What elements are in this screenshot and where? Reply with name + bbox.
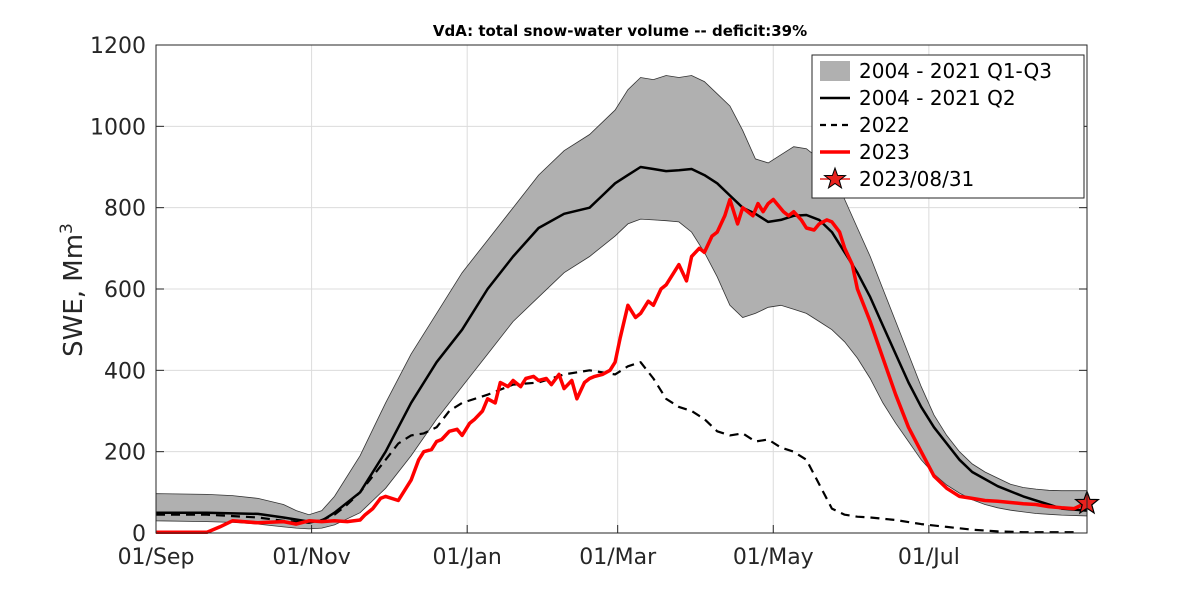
legend-box <box>811 54 1085 199</box>
x-tick-label: 01/Sep <box>118 545 195 570</box>
legend-swatch-band <box>820 61 850 81</box>
y-axis-label-superscript: 3 <box>57 223 77 234</box>
x-tick-label: 01/Jul <box>898 545 960 570</box>
legend: 2004 - 2021 Q1-Q3 2004 - 2021 Q2 2022 2023 2… <box>811 54 1085 199</box>
legend-label: 2022 <box>859 113 910 137</box>
legend-label: 2004 - 2021 Q1-Q3 <box>859 59 1052 83</box>
y-tick-label: 1200 <box>90 34 146 59</box>
y-axis-label: SWE, Mm3 <box>57 223 89 357</box>
x-tick-label: 01/May <box>733 545 814 570</box>
legend-label: 2023 <box>859 140 910 164</box>
x-tick-label: 01/Nov <box>272 545 350 570</box>
legend-label: 2004 - 2021 Q2 <box>859 86 1016 110</box>
chart-title: VdA: total snow-water volume -- deficit:… <box>433 22 807 40</box>
axis-ticks: 0 200 400 600 800 1000 1200 01/Sep 01/Nov 01/Jan 0… <box>90 34 1087 570</box>
y-tick-label: 400 <box>104 359 146 384</box>
legend-label: 2023/08/31 <box>859 167 974 191</box>
series-line-2004-2021-q2 <box>156 165 1088 523</box>
y-tick-label: 1000 <box>90 115 146 140</box>
plot-area <box>155 75 1101 534</box>
legend-swatch-star <box>823 166 847 190</box>
series-line-2023 <box>156 197 1088 534</box>
y-tick-label: 200 <box>104 441 146 466</box>
series-line-2022 <box>156 361 1075 534</box>
y-tick-label: 0 <box>132 522 146 547</box>
x-tick-label: 01/Jan <box>433 545 502 570</box>
y-tick-label: 600 <box>104 278 146 303</box>
x-tick-label: 01/Mar <box>579 545 657 570</box>
y-tick-label: 800 <box>104 197 146 222</box>
y-axis-label-text: SWE, Mm <box>59 234 89 357</box>
